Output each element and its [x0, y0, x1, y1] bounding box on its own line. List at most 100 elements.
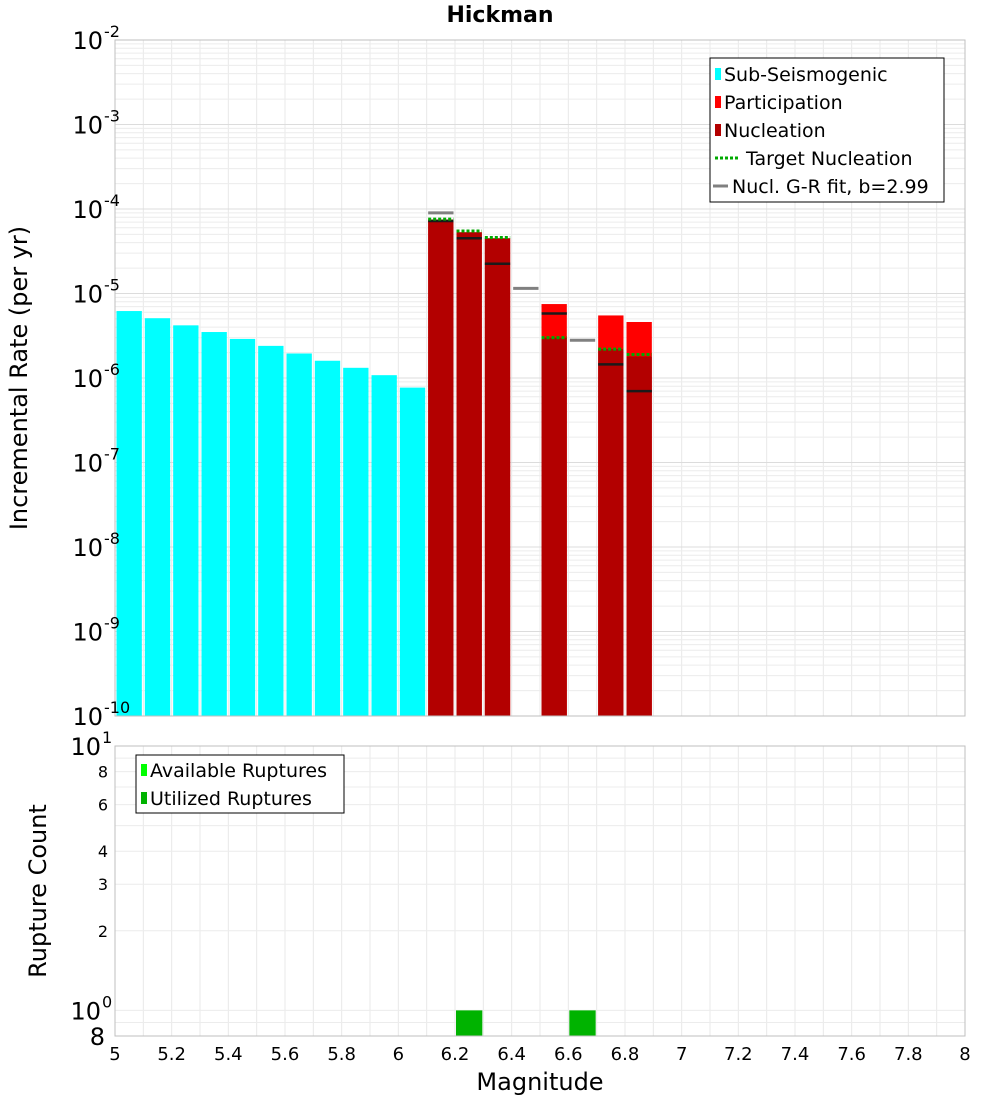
x-tick-label: 5	[109, 1044, 120, 1065]
x-axis-title: Magnitude	[476, 1068, 603, 1096]
y-tick-base: 10	[72, 112, 103, 140]
legend-box	[135, 754, 345, 814]
x-tick-label: 5.4	[214, 1044, 243, 1065]
bar-nucleation	[484, 238, 511, 717]
x-tick-label: 7.8	[894, 1044, 923, 1065]
y-tick-base: 10	[72, 619, 103, 647]
legend-box	[709, 57, 945, 203]
y-tick-label: 10 -9	[72, 614, 120, 647]
y-tick-exponent: -3	[104, 107, 120, 126]
y-tick-exponent: -4	[104, 191, 120, 210]
x-tick-label: 6	[393, 1044, 404, 1065]
bar-sub-seismogenic	[314, 360, 341, 716]
top-legend: Sub-Seismogenic Participation Nucleation Ta…	[709, 57, 945, 203]
y-tick-label: 10 -6	[72, 360, 120, 393]
y-tick-base: 10	[72, 281, 103, 309]
y-tick-exponent: 1	[102, 728, 112, 747]
bottom-plot-frame	[114, 745, 966, 1037]
x-tick-label: 7.4	[781, 1044, 810, 1065]
bar-sub-seismogenic	[399, 387, 426, 716]
legend-item: Nucl. G-R fit, b=2.99	[713, 176, 929, 198]
y-tick-base: 10	[72, 27, 103, 55]
legend-label: Nucleation	[724, 120, 826, 142]
bar-sub-seismogenic	[144, 318, 171, 716]
y-tick-label: 10 -10	[72, 698, 130, 731]
x-tick-label: 5.8	[327, 1044, 356, 1065]
legend-item: Utilized Ruptures	[141, 788, 312, 810]
y-tick-base: 10	[72, 196, 103, 224]
bottom-legend: Available Ruptures Utilized Ruptures	[135, 754, 345, 814]
y-tick-label: 10 -5	[72, 276, 120, 309]
x-tick-label: 6.4	[497, 1044, 526, 1065]
bar-nucleation	[456, 232, 482, 716]
y-tick-base: 10	[70, 997, 101, 1025]
legend-swatch	[141, 764, 147, 776]
legend-swatch	[715, 124, 721, 136]
bar-sub-seismogenic	[286, 353, 312, 716]
y-tick-label: 10 0	[70, 992, 112, 1025]
y-tick-exponent: -6	[104, 360, 120, 379]
x-tick-label: 7.6	[837, 1044, 866, 1065]
y-tick-exponent: -5	[104, 276, 120, 295]
top-plot-bars	[116, 219, 652, 717]
bar-sub-seismogenic	[229, 338, 256, 716]
y-tick-label: 10 -4	[72, 191, 120, 224]
y-tick-label: 10 -7	[72, 445, 120, 478]
y-tick-exponent: -10	[104, 698, 130, 717]
x-ticks: 5 5.2 5.4 5.6 5.8 6 6.2 6.4 6.6 6.8 7 7.2 7.4 7.6 7.8 8	[109, 1044, 970, 1065]
y-tick-minor: 6	[98, 796, 108, 815]
bottom-plot-bars	[456, 1010, 596, 1036]
bar-nucleation	[598, 349, 624, 716]
bar-sub-seismogenic	[371, 375, 397, 716]
legend-item: Target Nucleation	[715, 148, 913, 170]
legend-swatch	[141, 792, 147, 804]
legend-label: Sub-Seismogenic	[724, 64, 888, 86]
legend-item: Sub-Seismogenic	[715, 64, 888, 86]
y-tick-minor: 8	[98, 763, 108, 782]
bar-utilized-ruptures	[456, 1010, 483, 1036]
x-tick-label: 6.6	[554, 1044, 583, 1065]
y-tick-base: 10	[72, 450, 103, 478]
bar-nucleation	[626, 356, 652, 716]
legend-label: Utilized Ruptures	[150, 788, 312, 810]
y-tick-exponent: 0	[102, 992, 112, 1011]
top-y-axis-title: Incremental Rate (per yr)	[5, 226, 33, 530]
legend-label: Participation	[724, 92, 843, 114]
legend-swatch	[715, 68, 721, 80]
x-tick-label: 5.6	[271, 1044, 300, 1065]
legend-item: Available Ruptures	[141, 760, 327, 782]
bar-nucleation	[428, 219, 454, 717]
legend-label: Nucl. G-R fit, b=2.99	[732, 176, 929, 198]
x-tick-label: 8	[959, 1044, 970, 1065]
top-plot-lines	[428, 211, 652, 393]
bar-sub-seismogenic	[116, 311, 142, 716]
y-tick-minor: 3	[98, 875, 108, 894]
y-tick-minor: 8	[90, 1023, 105, 1051]
x-tick-label: 5.2	[157, 1044, 186, 1065]
legend-label: Target Nucleation	[745, 148, 913, 170]
x-tick-label: 7	[676, 1044, 687, 1065]
y-tick-base: 10	[72, 703, 103, 731]
y-tick-label: 10 1	[70, 728, 112, 761]
x-tick-label: 7.2	[724, 1044, 753, 1065]
legend-swatch	[715, 96, 721, 108]
legend-item: Participation	[715, 92, 843, 114]
y-tick-exponent: -9	[104, 614, 120, 633]
bar-nucleation	[541, 337, 567, 716]
y-tick-exponent: -7	[104, 445, 120, 464]
top-y-ticks: 10-210-310-410-510-610-710-810-910-10	[72, 22, 130, 731]
y-tick-minor: 4	[98, 842, 108, 861]
bar-utilized-ruptures	[569, 1010, 596, 1036]
legend-item: Nucleation	[715, 120, 826, 142]
top-plot-grid	[114, 40, 966, 717]
bottom-y-axis-title: Rupture Count	[24, 804, 52, 978]
x-tick-label: 6.2	[441, 1044, 470, 1065]
y-tick-minor: 2	[98, 922, 108, 941]
chart-title: Hickman	[446, 3, 553, 28]
bar-sub-seismogenic	[343, 367, 369, 716]
y-tick-label: 10 -2	[72, 22, 120, 55]
y-tick-base: 10	[70, 733, 101, 761]
y-tick-base: 10	[72, 534, 103, 562]
